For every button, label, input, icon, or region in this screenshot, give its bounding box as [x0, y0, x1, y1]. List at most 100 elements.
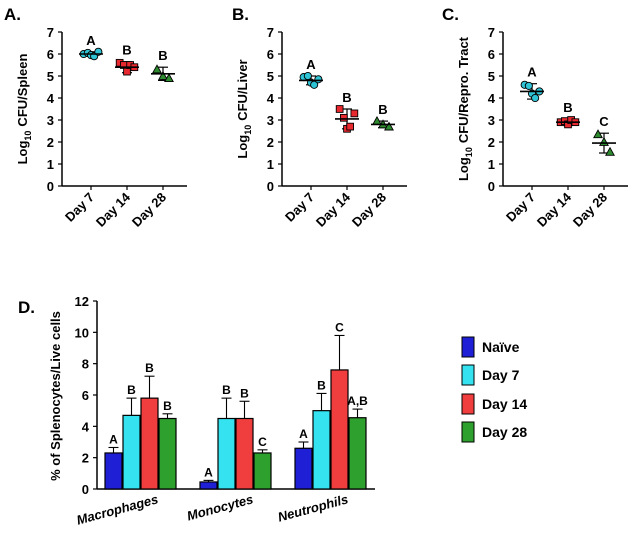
y-tick-label: 2	[47, 135, 54, 150]
legend-swatch	[461, 336, 475, 358]
data-point	[524, 81, 533, 90]
data-point	[314, 75, 323, 84]
y-axis-label: Log10 CFU/Liver	[235, 59, 253, 158]
significance-letter: C	[258, 435, 267, 449]
significance-letter: A	[299, 427, 308, 441]
y-tick-label: 4	[47, 91, 55, 106]
bar	[330, 369, 349, 490]
y-axis-label-suffix: CFU/Spleen	[15, 54, 30, 127]
y-axis-label-prefix: Log	[15, 141, 30, 165]
significance-letter: C	[335, 320, 344, 334]
significance-letter: B	[378, 102, 387, 117]
legend-label: Day 14	[482, 396, 527, 412]
data-point	[123, 67, 131, 76]
bar	[199, 481, 218, 490]
significance-letter: A	[527, 65, 537, 80]
significance-letter: A	[306, 57, 316, 72]
y-tick-label: 6	[47, 47, 54, 62]
y-tick-label: 1	[267, 157, 274, 172]
y-tick-label: 5	[488, 69, 495, 84]
significance-letter: B	[145, 361, 154, 375]
legend-label: Day 7	[482, 367, 520, 383]
y-tick-label: 5	[47, 69, 54, 84]
panel-b-label: B.	[232, 5, 249, 24]
panel-d-legend: Naïve Day 7 Day 14 Day 28	[461, 336, 527, 443]
y-tick-label: 4	[82, 419, 90, 434]
panel-c-label: C.	[442, 5, 459, 24]
y-tick-label: 10	[75, 325, 89, 340]
significance-letter: A	[109, 432, 118, 446]
y-tick-label: 3	[267, 113, 274, 128]
bar	[348, 417, 367, 490]
data-point	[350, 109, 359, 118]
x-tick-label: Neutrophils	[276, 491, 350, 524]
data-point	[158, 70, 168, 80]
y-tick-label: 7	[488, 25, 495, 40]
data-point	[303, 71, 312, 81]
y-axis-label-suffix: CFU/Liver	[235, 59, 250, 120]
legend-swatch	[461, 364, 475, 386]
x-tick-label: Day 14	[93, 189, 134, 230]
bar	[122, 414, 141, 490]
y-tick-label: 3	[488, 113, 495, 128]
bar	[217, 417, 236, 490]
y-tick-label: 8	[82, 357, 89, 372]
y-axis-label-prefix: Log	[235, 135, 250, 159]
significance-letter: B	[127, 383, 136, 397]
significance-letter: B	[122, 43, 131, 58]
y-tick-label: 6	[488, 47, 495, 62]
data-point	[384, 121, 394, 131]
y-tick-label: 4	[488, 91, 496, 106]
data-point	[593, 129, 603, 139]
y-axis-label: Log10 CFU/Repro. Tract	[456, 36, 474, 181]
y-tick-label: 7	[267, 25, 274, 40]
y-axis-label-subscript: 10	[464, 147, 474, 157]
bar	[235, 417, 254, 490]
significance-letter: A,B	[347, 394, 368, 408]
legend-label: Naïve	[482, 339, 520, 355]
legend-label: Day 28	[482, 424, 527, 440]
x-tick-label: Day 28	[129, 190, 169, 230]
y-tick-label: 6	[82, 388, 89, 403]
x-tick-label: Day 14	[313, 189, 354, 230]
y-axis-label-prefix: Log	[456, 157, 471, 181]
data-point	[152, 64, 162, 74]
significance-letter: A	[86, 33, 96, 48]
y-tick-label: 1	[47, 157, 54, 172]
data-point	[346, 122, 355, 131]
significance-letter: B	[342, 90, 351, 105]
y-tick-label: 1	[488, 157, 495, 172]
data-point	[599, 136, 609, 146]
y-tick-label: 0	[47, 179, 54, 194]
x-tick-label: Day 28	[570, 190, 610, 230]
significance-letter: B	[222, 383, 231, 397]
significance-letter: B	[158, 48, 167, 63]
bar	[294, 447, 313, 490]
bar	[312, 410, 331, 490]
y-tick-label: 6	[267, 47, 274, 62]
y-axis-label-subscript: 10	[23, 131, 33, 141]
panel-d-label: D.	[18, 298, 35, 317]
data-point	[310, 80, 319, 89]
data-point	[531, 93, 540, 103]
y-tick-label: 0	[488, 179, 495, 194]
significance-letter: B	[240, 386, 249, 400]
bar	[253, 452, 272, 490]
bar	[104, 452, 123, 490]
y-axis-label-subscript: 10	[243, 125, 253, 135]
significance-letter: B	[163, 399, 172, 413]
y-tick-label: 5	[267, 69, 274, 84]
data-point	[605, 146, 615, 156]
significance-letter: B	[563, 100, 572, 115]
legend-swatch	[461, 421, 475, 443]
x-tick-label: Day 28	[349, 190, 389, 230]
y-axis-label: % of Splenocytes/Live cells	[48, 311, 63, 481]
y-axis-label: Log10 CFU/Spleen	[15, 54, 33, 165]
y-tick-label: 2	[488, 135, 495, 150]
y-tick-label: 4	[267, 91, 275, 106]
